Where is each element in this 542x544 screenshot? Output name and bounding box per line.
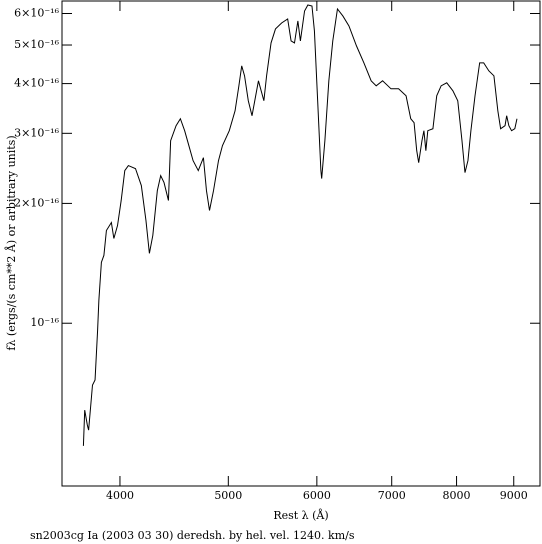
y-tick-label: 2×10⁻¹⁶ <box>14 196 59 209</box>
x-tick-label: 4000 <box>106 489 134 502</box>
y-tick-label: 4×10⁻¹⁶ <box>14 77 59 90</box>
y-tick-label: 6×10⁻¹⁶ <box>14 7 59 20</box>
y-tick-label: 10⁻¹⁶ <box>30 316 59 329</box>
x-axis-label: Rest λ (Å) <box>273 508 328 522</box>
spectrum-line <box>82 4 518 446</box>
x-tick-label: 5000 <box>214 489 242 502</box>
chart-caption: sn2003cg Ia (2003 03 30) deredsh. by hel… <box>30 529 355 542</box>
x-tick-label: 7000 <box>378 489 406 502</box>
x-tick-label: 9000 <box>500 489 528 502</box>
y-tick-label: 3×10⁻¹⁶ <box>14 126 59 139</box>
plot-frame <box>61 0 541 487</box>
x-tick-label: 6000 <box>303 489 331 502</box>
y-axis-label: fλ (ergs/(s cm**2 Å) or arbitrary units) <box>4 135 18 350</box>
x-tick-label: 8000 <box>443 489 471 502</box>
y-tick-label: 5×10⁻¹⁶ <box>14 38 59 51</box>
